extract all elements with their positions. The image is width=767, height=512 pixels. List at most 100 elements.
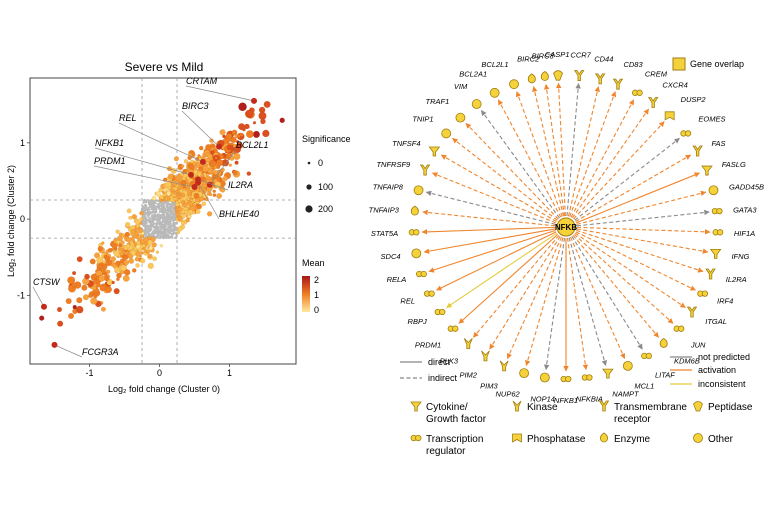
node-label-dusp2: DUSP2 (681, 95, 707, 104)
shape-legend-label-cytokine-growth-factor: Cytokine/Growth factor (426, 402, 487, 425)
scatter-point (177, 226, 183, 232)
scatter-point (199, 196, 204, 202)
node-label-bcl2l1: BCL2L1 (481, 60, 508, 69)
scatter-point (131, 235, 135, 239)
scatter-point (234, 160, 239, 165)
edge-rel (436, 231, 557, 291)
other-shape (411, 248, 422, 259)
scatter-point-ns (167, 233, 170, 237)
scatter-point-ns (160, 209, 163, 212)
scatter-point-ns (162, 228, 166, 231)
node-nfkb1: NFKB1 (554, 375, 578, 405)
node-tnfsf4: TNFSF4 (392, 139, 441, 157)
scatter-point-ns (166, 213, 169, 217)
scatter-point-birc3 (216, 143, 222, 150)
receptor-shape (574, 70, 585, 81)
scatter-point (123, 254, 129, 260)
scatter-point-ns (166, 203, 169, 206)
scatter-point (173, 156, 179, 162)
edge-itgal (574, 232, 686, 308)
gene-label-il2ra: IL2RA (228, 180, 253, 190)
node-vim: VIM (454, 82, 482, 109)
scatter-point-ns (172, 228, 176, 231)
scatter-point (258, 111, 267, 120)
scatter-point (128, 258, 135, 264)
scatter-panel: Severe vs Mild CRTAM REL BIRC3 NFKB1 BCL2L1 P… (6, 60, 351, 394)
scatter-point (134, 247, 138, 251)
scatter-point-ns (167, 222, 170, 225)
edge-bcl2a1 (497, 99, 562, 218)
scatter-point (279, 117, 285, 124)
node-jun: JUN (673, 325, 706, 349)
scatter-point (67, 276, 76, 285)
edge-nfkbia (566, 237, 589, 371)
scatter-point (115, 260, 121, 266)
scatter-point (260, 118, 266, 125)
node-label-nup62: NUP62 (496, 389, 521, 398)
scatter-point-ns (149, 222, 152, 225)
gene-label-bcl2l1: BCL2L1 (236, 140, 269, 150)
network-edges (421, 82, 711, 372)
scatter-point-ns (156, 203, 159, 206)
scatter-point (177, 206, 183, 212)
scatter-point (236, 134, 241, 139)
scatter-point (233, 152, 241, 161)
scatter-point (93, 294, 98, 299)
receptor-shape (647, 97, 659, 108)
scatter-point-ns (146, 198, 150, 202)
node-label-faslg: FASLG (722, 160, 746, 169)
node-rbpj: RBPJ (408, 308, 446, 326)
node-label-tnfaip8: TNFAIP8 (373, 182, 404, 191)
node-nampt: NAMPT (602, 368, 640, 398)
scatter-point (105, 286, 112, 293)
hub-node-shape (556, 217, 576, 237)
scatter-point-ns (151, 199, 154, 203)
scatter-point-ns (145, 201, 148, 204)
scatter-point-nfkb1 (188, 171, 194, 178)
tr-shape-right (415, 434, 422, 442)
node-gata3: GATA3 (711, 205, 757, 214)
node-cd44: CD44 (594, 54, 613, 85)
scatter-point (122, 274, 130, 282)
edge-tnfsf4 (440, 154, 557, 222)
scatter-point (252, 121, 257, 125)
scatter-point (176, 230, 181, 235)
scatter-point (216, 159, 224, 167)
scatter-point (39, 315, 45, 321)
node-ifng: IFNG (709, 248, 750, 261)
scatter-point (198, 145, 204, 151)
scatter-point-ns (162, 213, 165, 216)
scatter-point-ns (170, 212, 173, 215)
scatter-point-ns (171, 218, 175, 221)
scatter-point-ns (157, 226, 160, 229)
scatter-point-ns (151, 211, 154, 214)
scatter-point-ns (158, 231, 161, 234)
node-label-prdm1: PRDM1 (415, 340, 441, 349)
hub-node: NFKB (555, 217, 577, 237)
scatter-point (116, 277, 120, 282)
scatter-point (102, 260, 106, 264)
scatter-point (252, 130, 260, 138)
scatter-point-ns (141, 205, 145, 208)
scatter-point (116, 240, 121, 245)
scatter-point (104, 272, 108, 276)
scatter-point (175, 200, 179, 205)
receptor-shape (594, 73, 606, 85)
edge-sdc4 (423, 228, 556, 254)
scatter-point (159, 194, 164, 200)
tr-shape-right (586, 374, 593, 381)
node-shape-legend: Cytokine/Growth factor Kinase Transmembran… (410, 400, 753, 457)
scatter-point (124, 231, 130, 238)
node-faslg: FASLG (701, 160, 746, 176)
scatter-point-ns (151, 206, 154, 210)
node-traf1: TRAF1 (426, 97, 466, 123)
scatter-point (233, 145, 242, 154)
scatter-point-ns (154, 226, 157, 229)
node-label-cxcr4: CXCR4 (662, 80, 687, 89)
node-label-stat5a: STAT5A (371, 229, 398, 238)
scatter-point-ns (173, 225, 176, 228)
scatter-point-ctsw (41, 303, 47, 310)
scatter-point-ns (148, 218, 151, 222)
